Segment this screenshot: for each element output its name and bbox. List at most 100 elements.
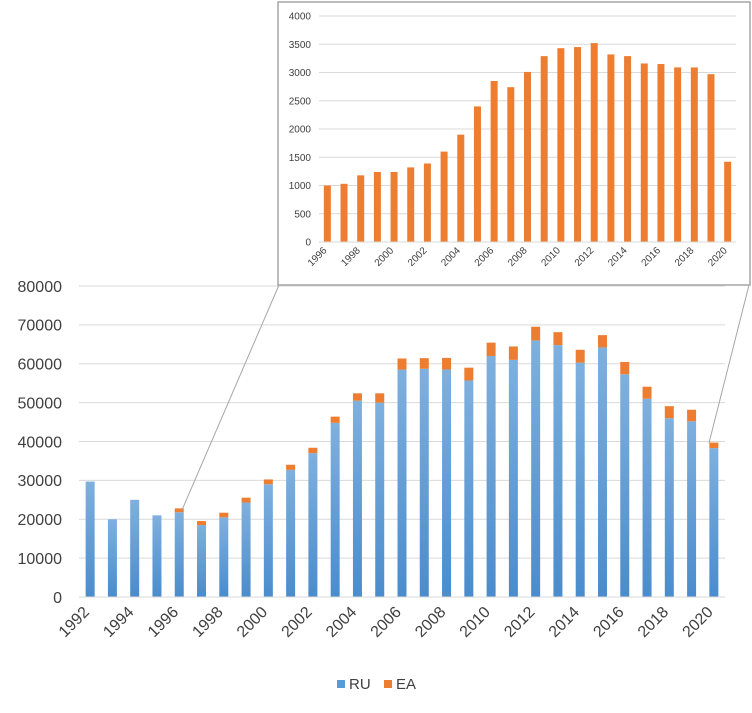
main-bar-ea-1998 (219, 512, 229, 518)
main-bar-ea-2007 (419, 358, 429, 369)
main-bar-ea-1997 (197, 521, 207, 526)
main-bar-ea-2015 (597, 335, 607, 348)
inset-bar-ea-2019 (707, 74, 715, 242)
main-bar-ru-2006 (397, 369, 407, 597)
legend-swatch-ea (384, 680, 392, 688)
inset-bar-ea-2008 (524, 71, 531, 242)
legend-label-ea: EA (396, 676, 416, 693)
main-bar-ea-2006 (397, 358, 407, 370)
inset-bars (323, 43, 732, 243)
main-bar-ea-2004 (352, 393, 362, 401)
main-bar-ru-1998 (219, 517, 229, 597)
inset-bar-ea-2001 (407, 167, 415, 242)
main-bar-ru-2020 (709, 448, 719, 597)
legend-label-ru: RU (349, 676, 371, 693)
main-bar-ru-2007 (419, 368, 429, 597)
main-bar-ru-2003 (330, 422, 340, 597)
main-x-tick-label: 2004 (323, 604, 360, 641)
inset-bar-ea-2014 (624, 56, 632, 242)
main-bar-ea-1996 (174, 508, 184, 513)
inset-bar-ea-1997 (340, 183, 348, 242)
main-bar-ru-2004 (352, 400, 362, 597)
inset-y-axis-ticks: 0 500 1000 1500 2000 2500 3000 3500 4000 (289, 12, 312, 249)
inset-bar-ea-2009 (540, 56, 548, 242)
inset-bar-ea-2010 (557, 48, 565, 242)
main-bar-ru-1999 (241, 502, 251, 597)
main-bar-ru-2002 (308, 453, 318, 597)
inset-bar-ea-2002 (423, 163, 431, 242)
main-bar-ru-2018 (664, 418, 674, 597)
main-x-tick-label: 2018 (635, 604, 672, 641)
main-bar-ru-2000 (263, 484, 273, 597)
inset-bar-ea-2017 (674, 67, 682, 242)
main-bar-ru-1996 (174, 512, 184, 597)
inset-bar-ea-2018 (690, 67, 698, 242)
inset-bar-ea-2012 (590, 43, 598, 243)
main-y-axis-ticks: 0 10000 20000 30000 40000 50000 60000 70000 8000… (18, 279, 63, 607)
main-bar-ru-1995 (152, 515, 162, 597)
zoom-connector-right (708, 284, 750, 444)
main-bar-ea-2001 (286, 464, 296, 470)
main-y-tick-label: 10000 (18, 551, 63, 568)
main-bar-ru-1992 (85, 481, 95, 597)
inset-bar-ea-2011 (574, 47, 582, 243)
main-x-tick-label: 2008 (412, 604, 449, 641)
main-bar-ru-2012 (531, 340, 541, 597)
inset-bar-ea-1999 (373, 171, 381, 242)
inset-y-tick-label: 500 (294, 209, 311, 220)
main-bar-ea-2010 (486, 342, 496, 356)
main-x-tick-label: 2006 (368, 604, 405, 641)
main-x-tick-label: 2016 (590, 604, 627, 641)
main-bar-ea-2005 (375, 393, 385, 403)
main-bar-ru-2014 (575, 362, 585, 597)
main-bar-ru-2001 (286, 469, 296, 597)
main-y-tick-label: 70000 (18, 318, 63, 335)
main-bar-ea-2000 (263, 479, 273, 485)
main-bars (85, 326, 719, 597)
inset-y-tick-label: 2500 (289, 96, 312, 107)
main-bar-ru-2017 (642, 398, 652, 597)
main-bar-ea-2016 (620, 362, 630, 375)
main-bar-ea-1999 (241, 497, 251, 503)
main-bar-ea-2009 (464, 367, 474, 381)
inset-bar-ea-2015 (640, 63, 648, 243)
inset-bar-ea-2007 (507, 87, 515, 242)
inset-bar-ea-2006 (490, 80, 498, 242)
inset-bar-ea-2013 (607, 54, 615, 242)
main-y-tick-label: 0 (53, 590, 62, 607)
inset-y-tick-label: 1000 (289, 181, 312, 192)
main-bar-ea-2019 (687, 409, 697, 422)
main-y-tick-label: 40000 (18, 434, 63, 451)
main-bar-ru-2011 (508, 359, 518, 597)
main-bar-ru-2015 (597, 347, 607, 597)
main-y-tick-label: 20000 (18, 512, 63, 529)
main-x-tick-label: 1994 (100, 604, 137, 641)
inset-y-tick-label: 3500 (289, 40, 312, 51)
legend-swatch-ru (337, 680, 345, 688)
inset-bar-ea-2016 (657, 64, 665, 243)
main-bar-ea-2002 (308, 447, 318, 454)
inset-bar-ea-1998 (357, 175, 365, 242)
inset-y-tick-label: 3000 (289, 68, 312, 79)
legend: RU EA (337, 676, 416, 693)
main-bar-ea-2020 (709, 442, 719, 449)
main-y-tick-label: 80000 (18, 279, 63, 296)
inset-bar-ea-2005 (473, 106, 481, 243)
main-bar-ru-2010 (486, 355, 496, 597)
main-y-tick-label: 50000 (18, 395, 63, 412)
main-bar-ru-2008 (442, 369, 452, 597)
inset-bar-ea-2020 (724, 161, 732, 242)
main-y-tick-label: 60000 (18, 357, 63, 374)
main-bar-ru-1993 (107, 519, 117, 597)
main-x-axis-ticks: 1992 1994 1996 1998 2000 2002 2004 2006 2008 2010… (56, 604, 717, 641)
main-bar-ru-2005 (375, 402, 385, 597)
inset-bar-ea-2004 (457, 134, 465, 242)
main-x-tick-label: 2020 (680, 604, 717, 641)
main-x-tick-label: 1998 (189, 604, 226, 641)
main-y-tick-label: 30000 (18, 473, 63, 490)
main-bar-ea-2017 (642, 386, 652, 399)
main-bar-ea-2003 (330, 416, 340, 423)
main-x-tick-label: 1996 (145, 604, 182, 641)
main-bar-ru-1994 (130, 499, 140, 597)
